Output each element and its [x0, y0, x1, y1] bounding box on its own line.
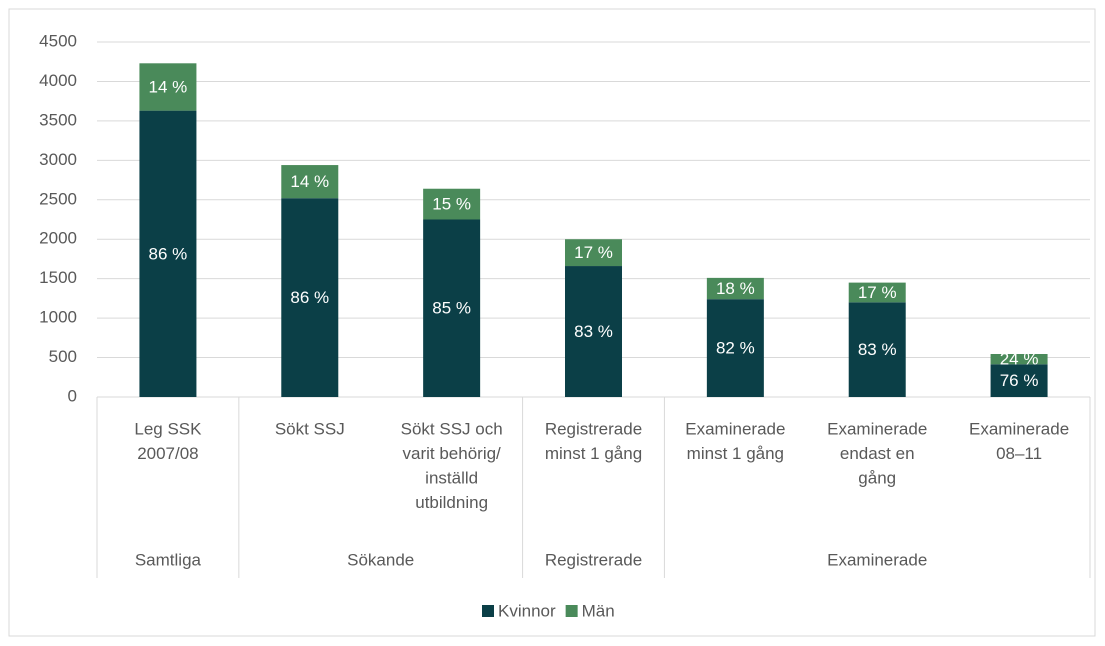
- y-tick-label: 500: [49, 347, 77, 366]
- y-tick-label: 4500: [39, 31, 77, 50]
- x-tick-label: minst 1 gång: [545, 444, 642, 463]
- y-tick-label: 1500: [39, 268, 77, 287]
- bar: [848, 302, 906, 397]
- bar: [423, 188, 481, 220]
- value-label: 83 %: [574, 322, 613, 341]
- bar: [848, 282, 906, 303]
- value-label: 24 %: [1000, 350, 1039, 369]
- value-label: 14 %: [149, 77, 188, 96]
- x-tick-label: 08–11: [996, 444, 1042, 463]
- bar: [139, 110, 197, 397]
- value-label: 17 %: [574, 243, 613, 262]
- value-label: 76 %: [1000, 371, 1039, 390]
- x-tick-label: Examinerade: [969, 419, 1069, 438]
- bar: [990, 364, 1048, 397]
- value-label: 86 %: [149, 244, 188, 263]
- y-tick-label: 0: [68, 386, 77, 405]
- bar: [706, 299, 764, 397]
- x-tick-label: minst 1 gång: [687, 444, 784, 463]
- x-tick-label: Registrerade: [545, 419, 642, 438]
- bar: [139, 63, 197, 111]
- y-tick-label: 2500: [39, 189, 77, 208]
- x-tick-label: Sökt SSJ och: [401, 419, 503, 438]
- legend-swatch: [565, 605, 578, 617]
- legend-label: Kvinnor: [498, 601, 556, 620]
- value-label: 85 %: [432, 299, 471, 318]
- value-label: 15 %: [432, 195, 471, 214]
- x-tick-label: Examinerade: [827, 419, 927, 438]
- group-label: Sökande: [347, 550, 414, 569]
- group-label: Examinerade: [827, 550, 927, 569]
- y-tick-label: 3500: [39, 110, 77, 129]
- y-tick-label: 1000: [39, 308, 77, 327]
- y-tick-label: 2000: [39, 229, 77, 248]
- bar: [565, 239, 622, 267]
- bar: [990, 354, 1048, 365]
- bar: [565, 266, 622, 397]
- legend-label: Män: [582, 601, 615, 620]
- value-label: 18 %: [716, 279, 755, 298]
- bar: [423, 219, 481, 397]
- x-tick-label: 2007/08: [137, 444, 198, 463]
- value-label: 14 %: [290, 172, 329, 191]
- legend-swatch: [482, 605, 494, 617]
- group-label: Registrerade: [545, 550, 642, 569]
- bar: [281, 165, 339, 199]
- group-label: Samtliga: [135, 550, 202, 569]
- x-tick-label: utbildning: [415, 493, 488, 512]
- x-tick-label: varit behörig/: [403, 444, 502, 463]
- y-tick-label: 3000: [39, 150, 77, 169]
- value-label: 83 %: [858, 340, 897, 359]
- x-tick-label: Sökt SSJ: [275, 419, 345, 438]
- value-label: 17 %: [858, 283, 897, 302]
- x-tick-label: Examinerade: [685, 419, 785, 438]
- value-label: 86 %: [290, 288, 329, 307]
- value-label: 82 %: [716, 339, 755, 358]
- y-tick-label: 4000: [39, 71, 77, 90]
- bar: [706, 277, 764, 300]
- bar: [281, 198, 339, 397]
- x-tick-label: gång: [858, 468, 896, 487]
- x-tick-label: inställd: [425, 468, 478, 487]
- x-tick-label: endast en: [840, 444, 915, 463]
- x-tick-label: Leg SSK: [134, 419, 202, 438]
